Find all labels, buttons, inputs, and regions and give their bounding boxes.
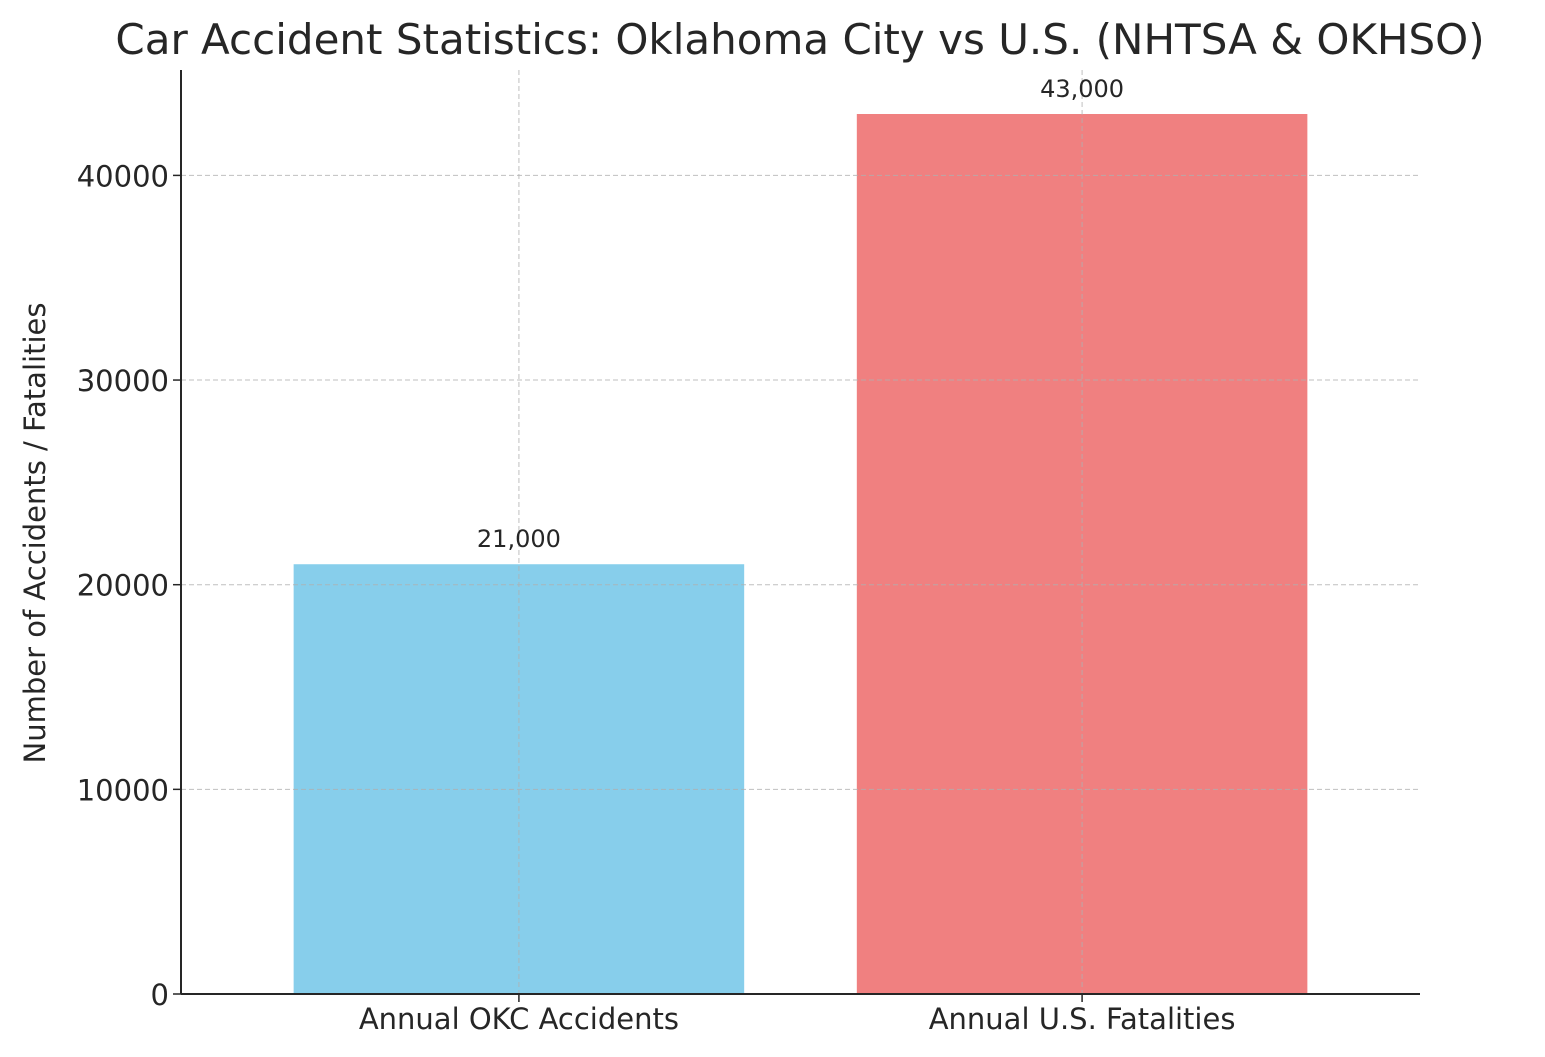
y-tick-label: 20000	[77, 569, 169, 603]
chart-title: Car Accident Statistics: Oklahoma City v…	[115, 15, 1484, 64]
y-tick-label: 10000	[77, 773, 169, 807]
data-label: 43,000	[1040, 75, 1124, 103]
axes	[173, 70, 1420, 1002]
grid-lines	[181, 70, 1420, 994]
data-label: 21,000	[477, 525, 561, 553]
x-tick-label: Annual OKC Accidents	[359, 1002, 679, 1036]
y-tick-label: 40000	[77, 159, 169, 193]
y-axis-label: Number of Accidents / Fatalities	[18, 303, 52, 764]
x-tick-label: Annual U.S. Fatalities	[929, 1002, 1236, 1036]
y-tick-label: 30000	[77, 364, 169, 398]
y-tick-label: 0	[151, 978, 169, 1012]
bars	[293, 114, 1308, 994]
tick-labels: 0 10000 20000 30000 40000 Annual OKC Accident…	[77, 75, 1236, 1036]
